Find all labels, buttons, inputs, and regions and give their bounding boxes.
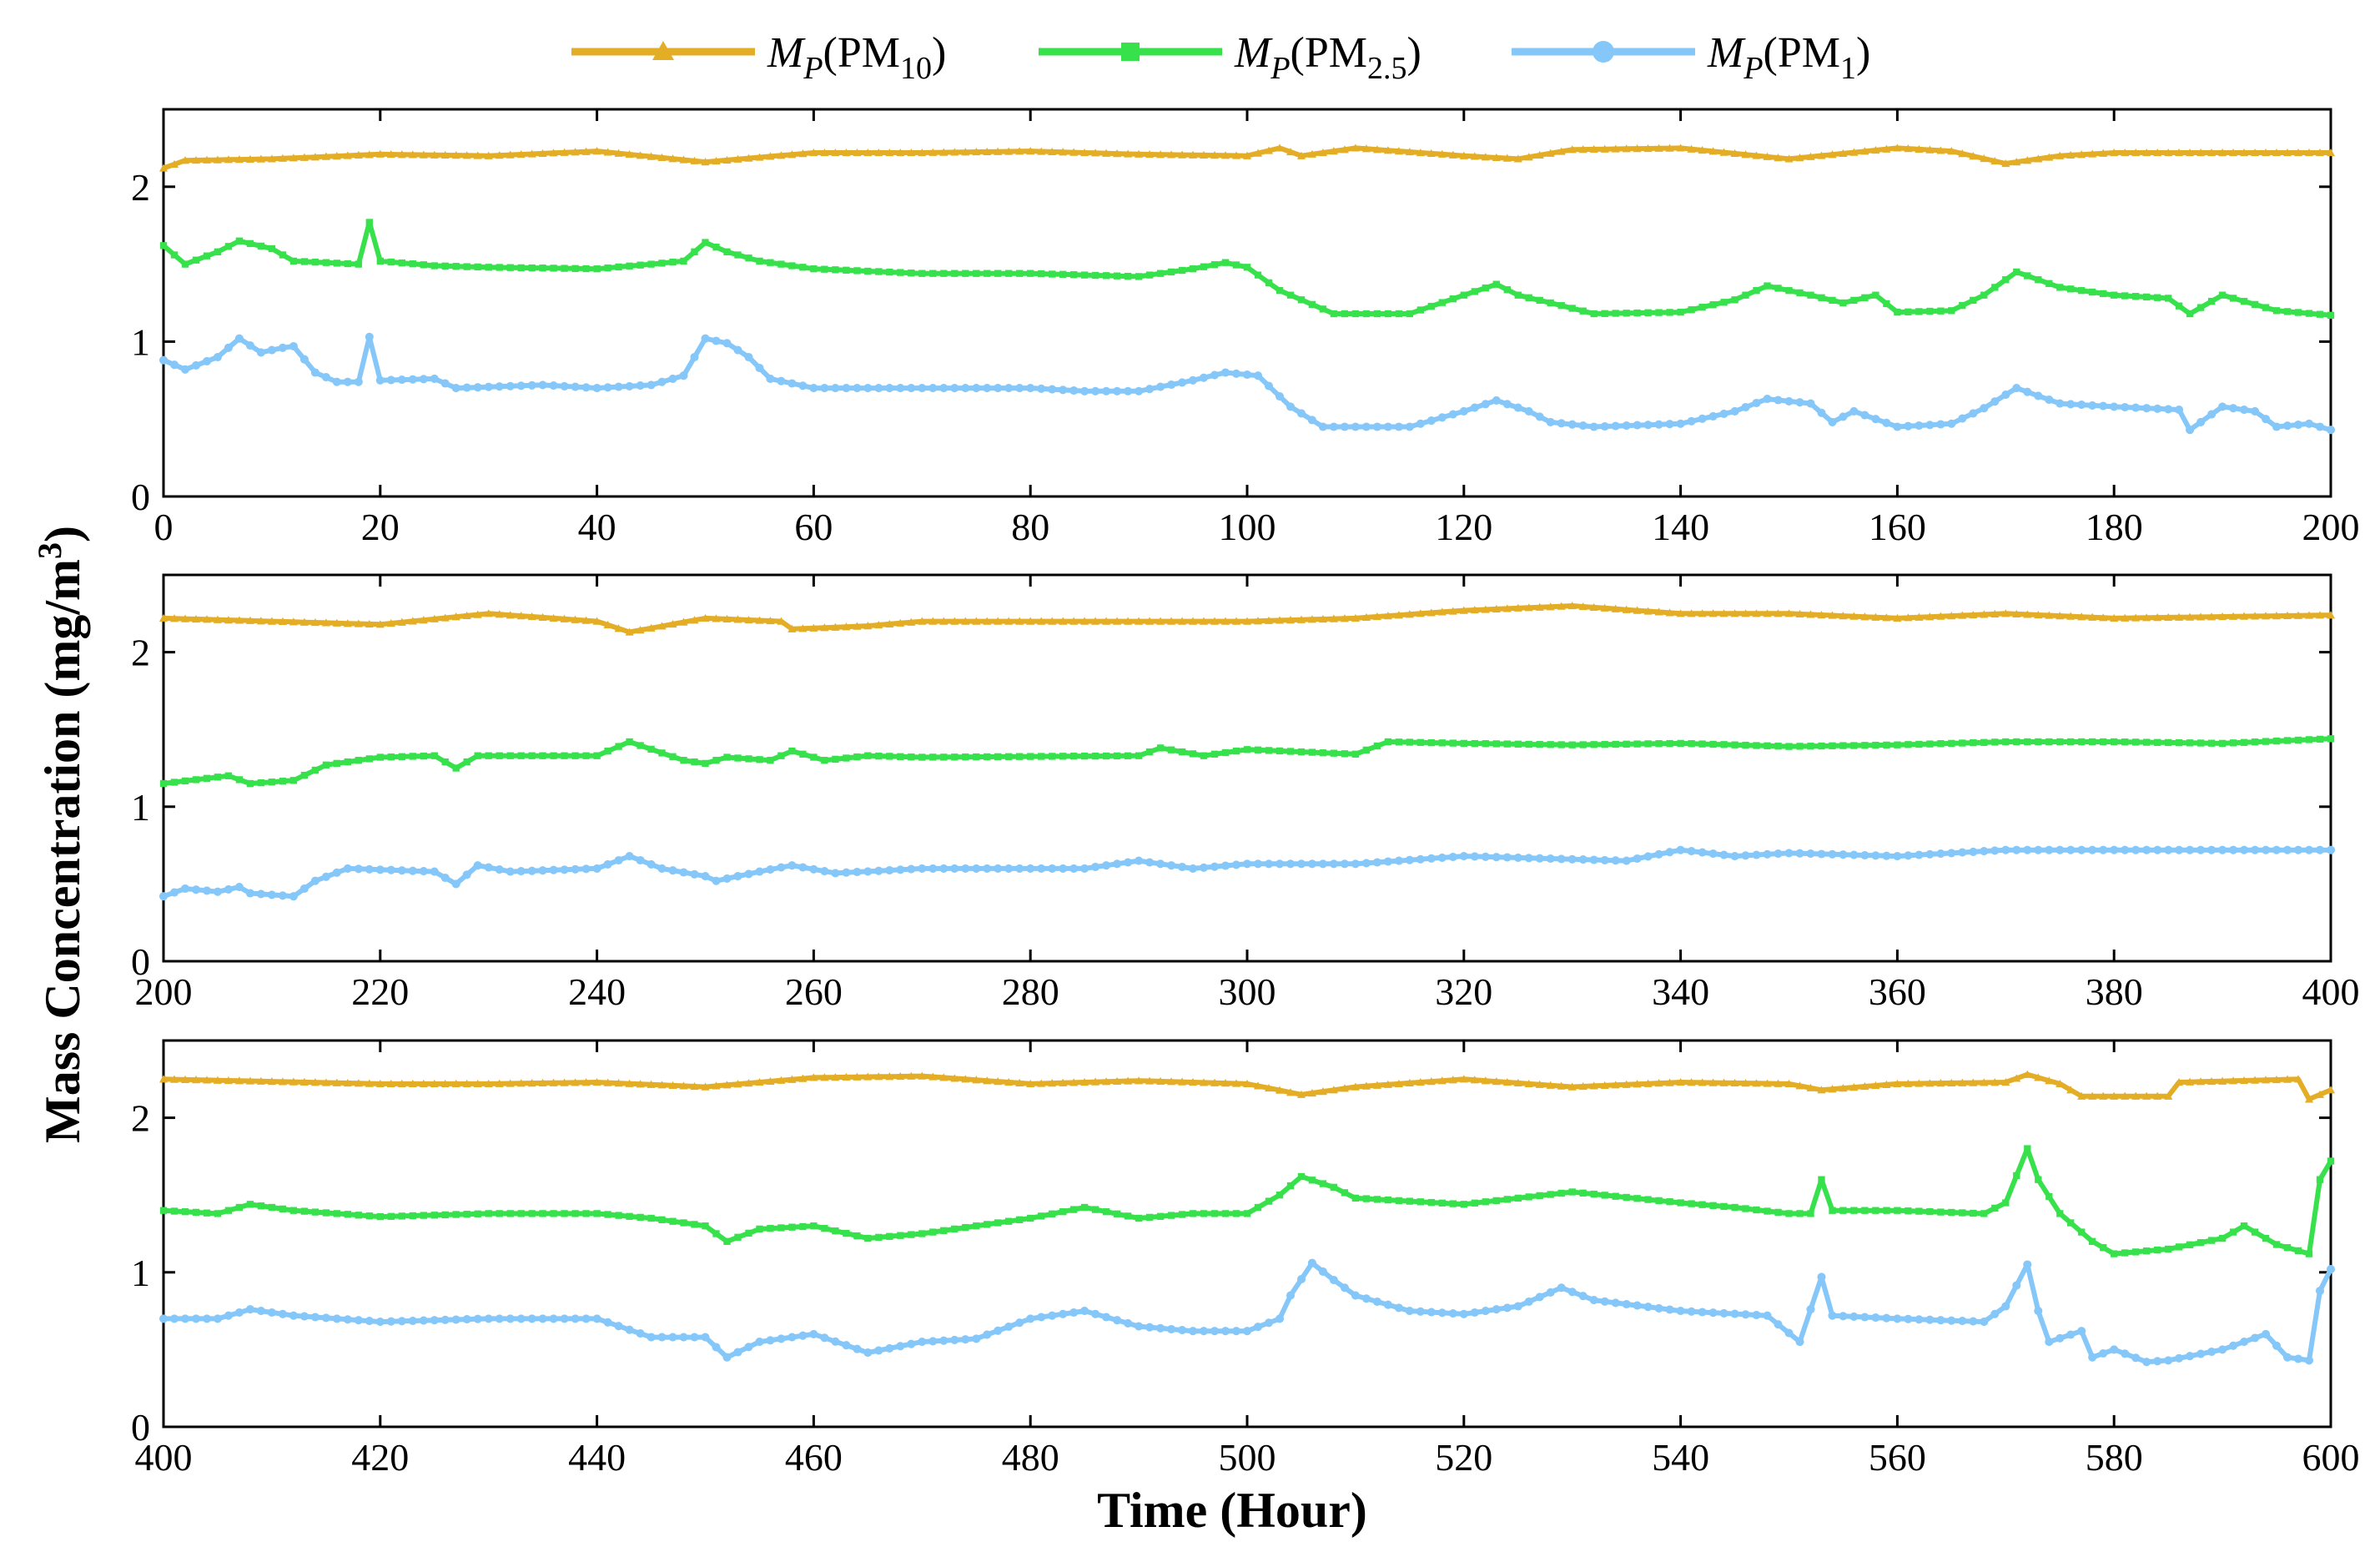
legend-marker-triangle bbox=[652, 41, 674, 60]
x-tick-label: 80 bbox=[1011, 506, 1049, 548]
y-tick-label: 2 bbox=[131, 632, 150, 674]
x-tick-label: 200 bbox=[2302, 506, 2360, 548]
x-tick-label: 560 bbox=[1869, 1436, 1926, 1479]
x-tick-label: 100 bbox=[1219, 506, 1276, 548]
x-tick-label: 160 bbox=[1869, 506, 1926, 548]
x-axis-title: Time (Hour) bbox=[1097, 1483, 1367, 1538]
legend-entry-pm25: MP(PM2.5) bbox=[1039, 29, 1421, 86]
series-line-pm10-panel-3 bbox=[158, 1070, 2336, 1103]
x-tick-label: 540 bbox=[1652, 1436, 1709, 1479]
legend-marker-square bbox=[1121, 43, 1140, 61]
x-tick-label: 0 bbox=[154, 506, 174, 548]
panel-3: 400 420 440 460 480 500 520 540 560 580 600 0 1 2 bbox=[131, 1039, 2360, 1479]
x-tick-label: 400 bbox=[135, 1436, 193, 1479]
legend-marker-circle bbox=[1593, 41, 1614, 63]
x-tick-label: 500 bbox=[1219, 1436, 1276, 1479]
series-line-pm25-panel-3 bbox=[159, 1145, 2335, 1257]
y-tick-label: 0 bbox=[131, 1406, 150, 1449]
y-tick-label: 1 bbox=[131, 1252, 150, 1294]
x-tick-label: 340 bbox=[1652, 970, 1709, 1013]
y-tick-label: 1 bbox=[131, 320, 150, 363]
x-tick-label: 380 bbox=[2086, 970, 2143, 1013]
x-tick-label: 460 bbox=[785, 1436, 843, 1479]
x-tick-label: 480 bbox=[1002, 1436, 1059, 1479]
x-tick-label: 260 bbox=[785, 970, 843, 1013]
x-tick-label: 280 bbox=[1002, 970, 1059, 1013]
legend-entry-pm10: MP(PM10) bbox=[571, 29, 946, 86]
legend-label-pm10: MP(PM10) bbox=[767, 29, 946, 86]
legend: MP(PM10) MP(PM2.5) MP(PM1) bbox=[571, 29, 1870, 86]
y-axis-title-close: ) bbox=[35, 526, 90, 542]
panel-frame bbox=[162, 573, 2332, 963]
x-tick-label: 40 bbox=[578, 506, 616, 548]
panel-2: 200 220 240 260 280 300 320 340 360 380 400 0 1 2 bbox=[131, 573, 2360, 1013]
legend-label-pm1: MP(PM1) bbox=[1707, 29, 1870, 86]
y-tick-label: 0 bbox=[131, 940, 150, 983]
y-tick-label: 1 bbox=[131, 786, 150, 829]
series-line-pm25-panel-1 bbox=[159, 219, 2335, 319]
y-axis-title: Mass Concentration (mg/m3) bbox=[31, 526, 91, 1143]
y-tick-label: 0 bbox=[131, 476, 150, 518]
x-tick-label: 240 bbox=[568, 970, 626, 1013]
x-tick-label: 360 bbox=[1869, 970, 1926, 1013]
legend-label-pm25: MP(PM2.5) bbox=[1234, 29, 1421, 86]
x-tick-label: 440 bbox=[568, 1436, 626, 1479]
y-tick-label: 2 bbox=[131, 166, 150, 209]
x-tick-label: 180 bbox=[2086, 506, 2143, 548]
panel-frame bbox=[162, 108, 2332, 498]
x-tick-label: 300 bbox=[1219, 970, 1276, 1013]
x-tick-label: 420 bbox=[351, 1436, 409, 1479]
x-tick-label: 60 bbox=[794, 506, 833, 548]
panel-1: 0 20 40 60 80 100 120 140 160 180 200 0 1 2 bbox=[131, 108, 2360, 548]
x-tick-label: 320 bbox=[1435, 970, 1492, 1013]
series-line-pm25-panel-2 bbox=[159, 735, 2335, 788]
x-tick-label: 220 bbox=[351, 970, 409, 1013]
x-tick-label: 400 bbox=[2302, 970, 2360, 1013]
series-line-pm1-panel-2 bbox=[158, 845, 2336, 901]
x-tick-label: 520 bbox=[1435, 1436, 1492, 1479]
x-tick-label: 140 bbox=[1652, 506, 1709, 548]
x-tick-label: 120 bbox=[1435, 506, 1492, 548]
panel-frame bbox=[162, 1039, 2332, 1429]
x-tick-label: 580 bbox=[2086, 1436, 2143, 1479]
series-line-pm1-panel-1 bbox=[158, 332, 2336, 435]
y-axis-title-sup: 3 bbox=[31, 542, 68, 559]
series-line-pm10-panel-2 bbox=[158, 601, 2336, 636]
x-tick-label: 200 bbox=[135, 970, 193, 1013]
legend-entry-pm1: MP(PM1) bbox=[1512, 29, 1870, 86]
y-axis-title-main: Mass Concentration (mg/m bbox=[35, 559, 90, 1143]
series-line-pm10-panel-1 bbox=[158, 144, 2336, 172]
y-tick-label: 2 bbox=[131, 1097, 150, 1140]
x-tick-label: 600 bbox=[2302, 1436, 2360, 1479]
series-line-pm1-panel-3 bbox=[158, 1258, 2336, 1367]
x-tick-label: 20 bbox=[361, 506, 400, 548]
